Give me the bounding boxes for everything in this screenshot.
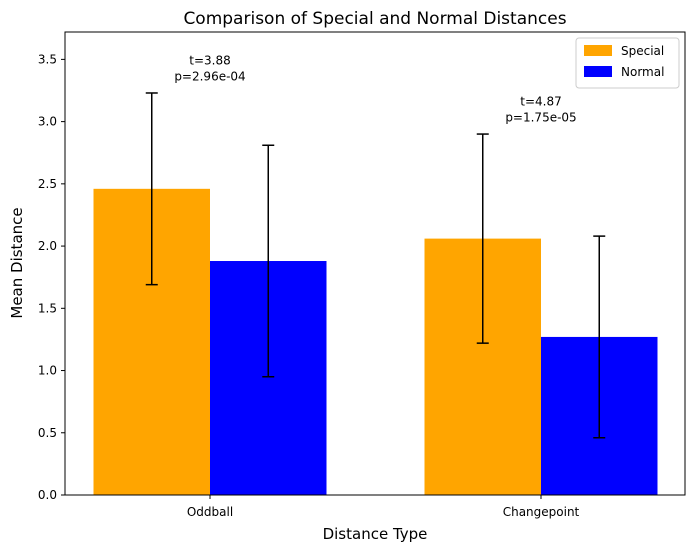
error-bar-special-changepoint — [476, 133, 489, 344]
legend-swatch-special — [584, 45, 612, 56]
y-tick-label: 3.5 — [38, 52, 57, 66]
annotation-text: p=1.75e-05 — [505, 111, 576, 125]
error-bar-special-oddball — [145, 92, 158, 286]
legend-label-special: Special — [621, 44, 664, 58]
y-tick-label: 1.5 — [38, 301, 57, 315]
annotation-text: t=4.87 — [520, 95, 561, 109]
error-bar-normal-changepoint — [593, 235, 606, 439]
y-tick-label: 1.0 — [38, 364, 57, 378]
plot-frame — [64, 31, 686, 496]
legend-label-normal: Normal — [621, 65, 664, 79]
y-tick-label: 0.0 — [38, 488, 57, 502]
annotation-text: p=2.96e-04 — [174, 70, 245, 84]
y-tick-label: 3.0 — [38, 115, 57, 129]
y-tick-label: 2.0 — [38, 239, 57, 253]
legend-swatch-normal — [584, 66, 612, 77]
y-axis-label: Mean Distance — [8, 207, 26, 318]
x-axis-label: Distance Type — [323, 525, 428, 543]
annotation-text: t=3.88 — [189, 54, 230, 68]
x-tick-label: Oddball — [187, 505, 233, 519]
y-tick-label: 0.5 — [38, 426, 57, 440]
chart-title: Comparison of Special and Normal Distanc… — [183, 9, 566, 29]
error-bar-normal-oddball — [262, 144, 275, 378]
x-tick-label: Changepoint — [503, 505, 580, 519]
y-tick-label: 2.5 — [38, 177, 57, 191]
legend: Special Normal — [575, 37, 680, 89]
